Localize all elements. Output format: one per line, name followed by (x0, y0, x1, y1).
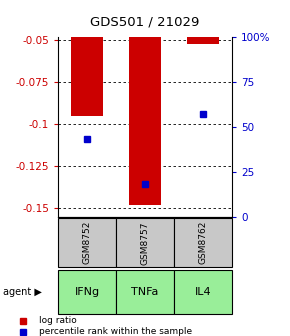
Text: TNFa: TNFa (131, 287, 159, 297)
Text: GDS501 / 21029: GDS501 / 21029 (90, 15, 200, 28)
Text: GSM8757: GSM8757 (140, 221, 150, 264)
Bar (58, 270, 116, 314)
Text: log ratio: log ratio (39, 317, 77, 325)
Text: percentile rank within the sample: percentile rank within the sample (39, 328, 192, 336)
Bar (116, 270, 174, 314)
Bar (129, 37, 161, 205)
Bar (187, 37, 219, 44)
Bar (174, 270, 232, 314)
Bar (116, 218, 174, 267)
Text: GSM8762: GSM8762 (198, 221, 208, 264)
Bar (174, 218, 232, 267)
Text: GSM8752: GSM8752 (82, 221, 92, 264)
Bar (71, 37, 103, 116)
Text: IL4: IL4 (195, 287, 211, 297)
Text: agent ▶: agent ▶ (3, 287, 42, 297)
Bar (58, 218, 116, 267)
Text: IFNg: IFNg (75, 287, 99, 297)
